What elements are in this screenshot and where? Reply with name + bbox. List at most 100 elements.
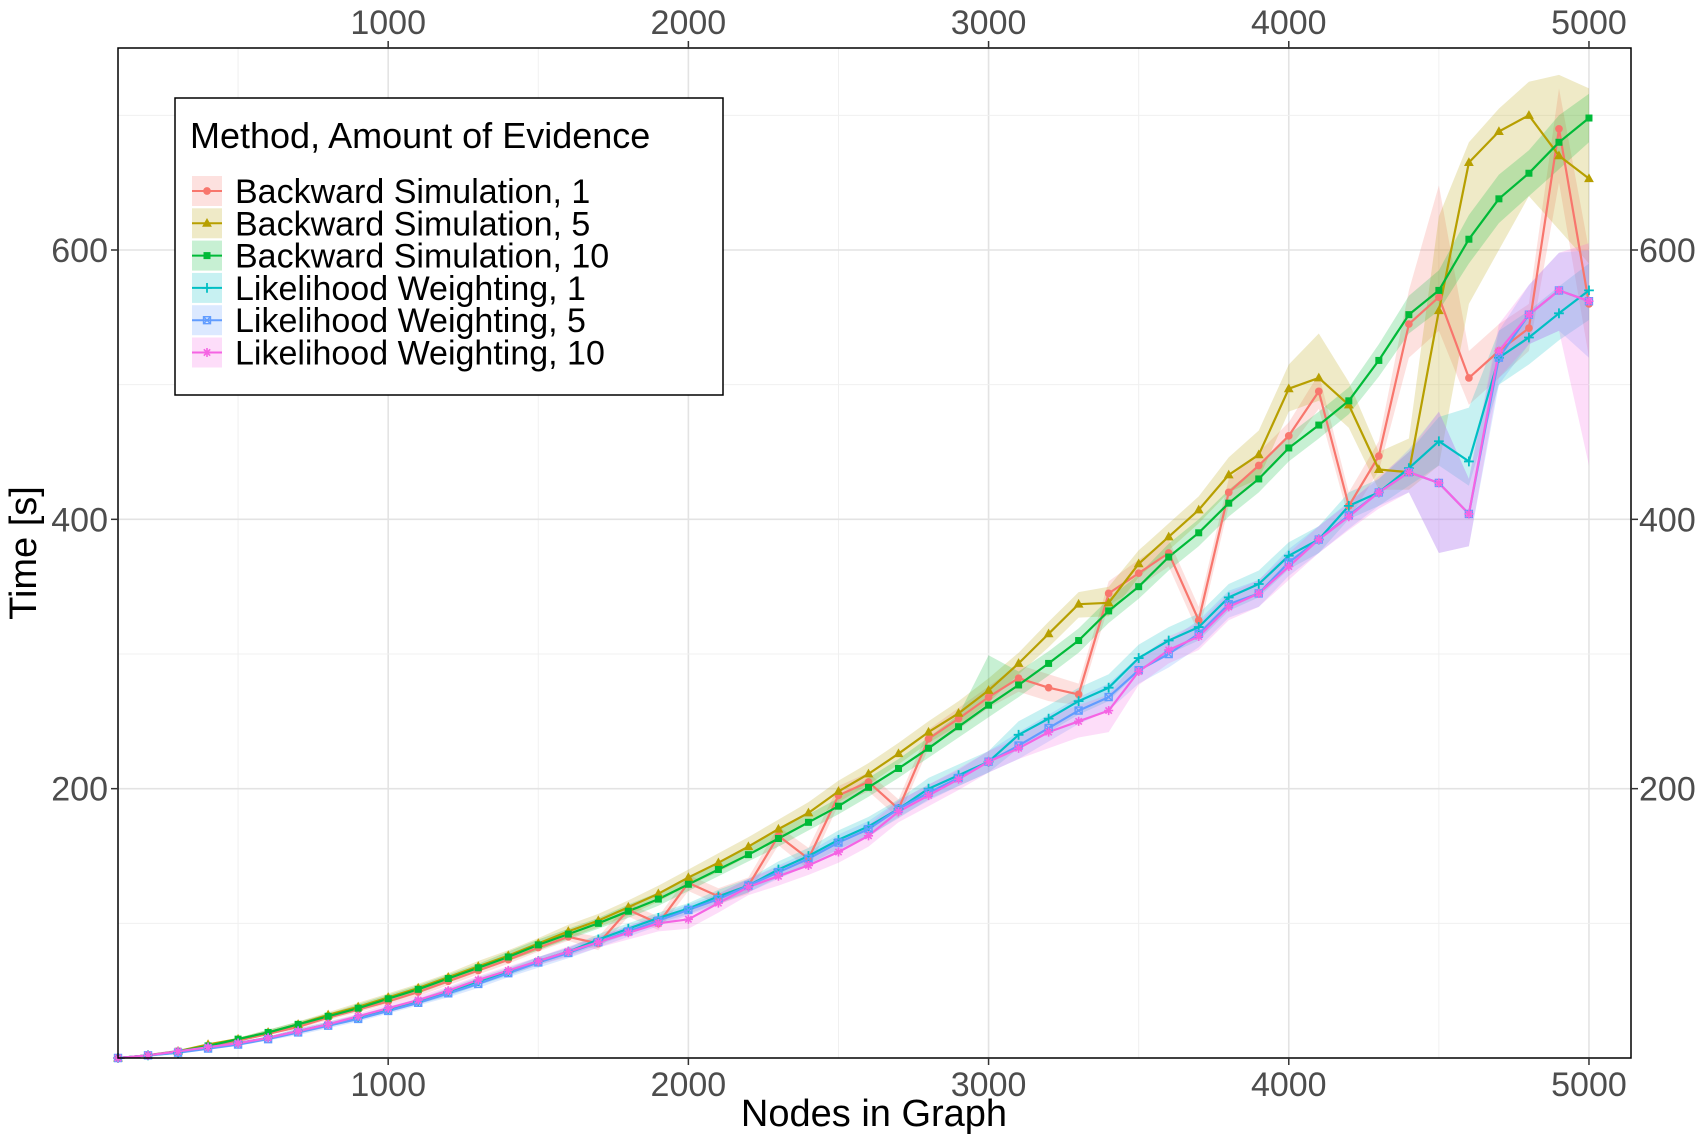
plot-border xyxy=(117,47,1632,1059)
data-point xyxy=(1283,383,1294,393)
data-point xyxy=(893,748,904,758)
data-point xyxy=(1374,452,1383,460)
series-lines xyxy=(117,114,1591,1060)
data-point xyxy=(1284,561,1294,572)
axis-ticks: 1000 1000 2000 2000 3000 3000 4000 4000 5000 5000… xyxy=(51,4,1695,1104)
data-point xyxy=(923,726,934,736)
data-point xyxy=(504,953,512,961)
data-point xyxy=(1584,285,1594,296)
data-point xyxy=(533,956,543,966)
data-point xyxy=(893,807,904,817)
x-tick-label-bottom: 1000 xyxy=(350,1066,426,1104)
y-tick-label-right: 200 xyxy=(1639,771,1696,809)
data-point xyxy=(803,807,814,817)
data-point xyxy=(1014,743,1024,753)
data-point xyxy=(1075,637,1083,645)
legend-key-marker xyxy=(202,283,212,293)
data-point xyxy=(1465,374,1473,382)
x-tick-label-bottom: 2000 xyxy=(651,1066,727,1104)
data-point xyxy=(623,928,633,938)
data-point xyxy=(1104,589,1113,598)
data-point xyxy=(1525,169,1533,177)
data-point xyxy=(1435,293,1443,301)
data-point xyxy=(1555,138,1563,146)
data-point xyxy=(563,947,573,957)
x-tick-label-top: 1000 xyxy=(350,4,426,42)
data-point xyxy=(804,854,813,863)
data-point xyxy=(1165,553,1173,561)
data-point xyxy=(683,914,693,924)
data-point xyxy=(1104,706,1114,716)
data-point xyxy=(1404,467,1414,477)
data-point xyxy=(1344,512,1354,522)
legend-label: Backward Simulation, 1 xyxy=(235,173,590,211)
data-point xyxy=(1194,616,1203,625)
legend-box xyxy=(174,97,724,396)
data-point xyxy=(1133,558,1144,568)
legend-key-marker xyxy=(202,316,212,325)
data-point xyxy=(1224,602,1234,612)
data-point xyxy=(173,1046,183,1056)
data-point xyxy=(593,937,603,947)
data-point xyxy=(324,1012,332,1020)
data-point xyxy=(1433,305,1444,315)
data-point xyxy=(1013,658,1024,667)
data-point xyxy=(1524,332,1534,343)
data-point xyxy=(443,986,453,996)
data-point xyxy=(1343,500,1354,511)
legend-label: Backward Simulation, 5 xyxy=(235,205,590,243)
data-point xyxy=(984,757,994,767)
data-point xyxy=(833,847,844,857)
data-point xyxy=(773,871,783,881)
data-point xyxy=(414,985,422,993)
series-markers xyxy=(113,110,1594,1063)
y-axis-title: Time [s] xyxy=(3,486,45,620)
series-line xyxy=(117,289,1590,1060)
x-tick-label-top: 3000 xyxy=(951,4,1027,42)
data-point xyxy=(1554,285,1564,295)
data-point xyxy=(985,701,993,709)
data-point xyxy=(743,841,754,851)
data-point xyxy=(955,723,963,731)
data-point xyxy=(1103,597,1114,607)
legend-key-marker xyxy=(203,252,211,260)
data-point xyxy=(1134,666,1144,677)
data-point xyxy=(1015,681,1023,689)
data-point xyxy=(683,872,694,882)
x-tick-label-top: 5000 xyxy=(1551,4,1627,42)
data-point xyxy=(925,744,933,752)
data-point xyxy=(834,838,843,847)
data-point xyxy=(1044,683,1053,692)
data-point xyxy=(895,764,903,772)
data-point xyxy=(1284,431,1293,440)
data-point xyxy=(143,1050,153,1060)
data-point xyxy=(1103,682,1114,693)
data-point xyxy=(1195,529,1203,537)
data-point xyxy=(1074,716,1084,726)
data-point xyxy=(744,851,752,859)
data-point xyxy=(1073,598,1084,608)
data-point xyxy=(684,905,693,915)
data-point xyxy=(1164,645,1174,655)
data-point xyxy=(263,1033,273,1043)
legend-label: Likelihood Weighting, 5 xyxy=(235,302,586,340)
data-point xyxy=(1253,579,1264,589)
data-point xyxy=(1135,583,1143,591)
data-point xyxy=(353,1011,363,1021)
data-point xyxy=(323,1019,333,1029)
data-point xyxy=(864,783,872,791)
data-point xyxy=(1584,296,1594,306)
data-point xyxy=(1074,690,1083,699)
data-point xyxy=(1104,692,1113,702)
data-point xyxy=(1494,346,1504,356)
x-axis-title: Nodes in Graph xyxy=(741,1093,1007,1135)
data-point xyxy=(833,786,844,795)
data-point xyxy=(1105,607,1113,615)
data-point xyxy=(1465,235,1473,243)
data-point xyxy=(1194,631,1204,642)
data-point xyxy=(503,965,513,976)
legend-key-marker xyxy=(202,347,212,358)
legend-title: Method, Amount of Evidence xyxy=(190,115,650,156)
